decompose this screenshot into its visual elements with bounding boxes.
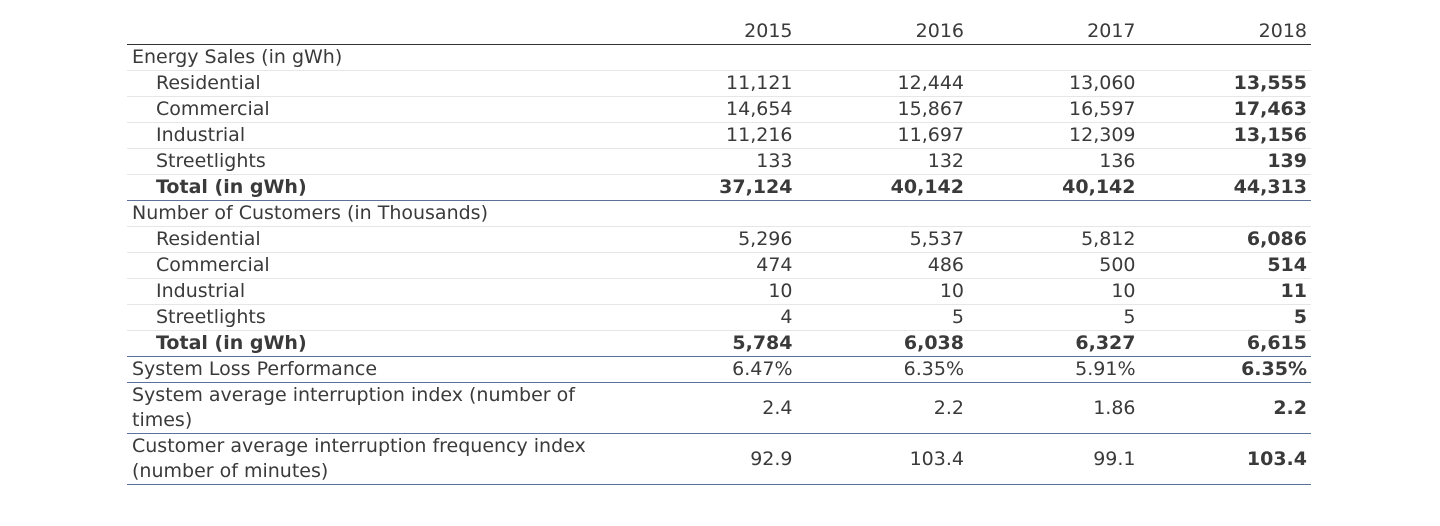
table-cell: 40,142 bbox=[968, 174, 1140, 201]
header-label-cell bbox=[127, 17, 625, 45]
table-row: Residential 11,121 12,444 13,060 13,555 bbox=[127, 70, 1311, 97]
table-cell: 15,867 bbox=[796, 96, 968, 123]
row-label: System Loss Performance bbox=[127, 356, 625, 383]
table-cell bbox=[1139, 200, 1311, 227]
table-cell: 5,537 bbox=[796, 226, 968, 253]
total-row-label: Total (in gWh) bbox=[127, 174, 625, 201]
table-cell bbox=[1139, 44, 1311, 71]
table-cell: 133 bbox=[625, 148, 797, 175]
table-cell bbox=[796, 44, 968, 71]
table-cell: 1.86 bbox=[968, 382, 1140, 434]
table-cell: 10 bbox=[625, 278, 797, 305]
energy-statistics-table-container: 2015 2016 2017 2018 Energy Sales (in gWh… bbox=[127, 17, 1311, 485]
energy-statistics-table: 2015 2016 2017 2018 Energy Sales (in gWh… bbox=[127, 17, 1311, 485]
header-year-2016: 2016 bbox=[796, 17, 968, 45]
header-year-2018: 2018 bbox=[1139, 17, 1311, 45]
table-cell: 6,038 bbox=[796, 330, 968, 357]
table-cell: 6,086 bbox=[1139, 226, 1311, 253]
header-row: 2015 2016 2017 2018 bbox=[127, 17, 1311, 45]
table-cell bbox=[625, 200, 797, 227]
row-label: Streetlights bbox=[127, 304, 625, 331]
section-heading-customers: Number of Customers (in Thousands) bbox=[127, 200, 625, 227]
table-cell: 12,309 bbox=[968, 122, 1140, 149]
table-cell bbox=[625, 44, 797, 71]
table-cell: 139 bbox=[1139, 148, 1311, 175]
table-cell: 4 bbox=[625, 304, 797, 331]
row-label: Commercial bbox=[127, 96, 625, 123]
table-row: System average interruption index (numbe… bbox=[127, 382, 1311, 434]
table-row: Streetlights 133 132 136 139 bbox=[127, 148, 1311, 175]
table-cell: 37,124 bbox=[625, 174, 797, 201]
table-cell: 5.91% bbox=[968, 356, 1140, 383]
table-cell: 13,555 bbox=[1139, 70, 1311, 97]
table-cell: 2.2 bbox=[796, 382, 968, 434]
row-label: Industrial bbox=[127, 122, 625, 149]
total-row: Total (in gWh) 37,124 40,142 40,142 44,3… bbox=[127, 174, 1311, 201]
table-cell: 103.4 bbox=[1139, 433, 1311, 485]
row-label: Customer average interruption frequency … bbox=[127, 433, 625, 485]
table-cell: 474 bbox=[625, 252, 797, 279]
table-cell: 17,463 bbox=[1139, 96, 1311, 123]
table-cell: 13,156 bbox=[1139, 122, 1311, 149]
table-cell: 6.47% bbox=[625, 356, 797, 383]
section-heading-energy-sales: Energy Sales (in gWh) bbox=[127, 44, 625, 71]
row-label: System average interruption index (numbe… bbox=[127, 382, 625, 434]
table-cell: 5,296 bbox=[625, 226, 797, 253]
row-label: Streetlights bbox=[127, 148, 625, 175]
table-cell: 12,444 bbox=[796, 70, 968, 97]
table-row: Commercial 14,654 15,867 16,597 17,463 bbox=[127, 96, 1311, 123]
table-row: Streetlights 4 5 5 5 bbox=[127, 304, 1311, 331]
table-cell: 11,697 bbox=[796, 122, 968, 149]
table-cell: 92.9 bbox=[625, 433, 797, 485]
table-cell: 10 bbox=[968, 278, 1140, 305]
table-cell: 5 bbox=[796, 304, 968, 331]
table-row: Industrial 10 10 10 11 bbox=[127, 278, 1311, 305]
table-cell bbox=[796, 200, 968, 227]
row-label: Residential bbox=[127, 226, 625, 253]
table-cell: 11 bbox=[1139, 278, 1311, 305]
table-cell: 13,060 bbox=[968, 70, 1140, 97]
total-row-label: Total (in gWh) bbox=[127, 330, 625, 357]
section-heading-row: Number of Customers (in Thousands) bbox=[127, 200, 1311, 227]
table-cell: 14,654 bbox=[625, 96, 797, 123]
table-cell: 6,327 bbox=[968, 330, 1140, 357]
table-cell: 500 bbox=[968, 252, 1140, 279]
table-cell: 99.1 bbox=[968, 433, 1140, 485]
table-cell: 5 bbox=[968, 304, 1140, 331]
row-label: Commercial bbox=[127, 252, 625, 279]
table-cell: 132 bbox=[796, 148, 968, 175]
table-row: Commercial 474 486 500 514 bbox=[127, 252, 1311, 279]
table-row: Residential 5,296 5,537 5,812 6,086 bbox=[127, 226, 1311, 253]
table-cell: 16,597 bbox=[968, 96, 1140, 123]
table-cell: 6.35% bbox=[1139, 356, 1311, 383]
table-cell: 5,784 bbox=[625, 330, 797, 357]
table-cell: 40,142 bbox=[796, 174, 968, 201]
row-label: Residential bbox=[127, 70, 625, 97]
table-cell bbox=[968, 44, 1140, 71]
table-row: Customer average interruption frequency … bbox=[127, 433, 1311, 485]
table-cell bbox=[968, 200, 1140, 227]
table-cell: 103.4 bbox=[796, 433, 968, 485]
table-cell: 2.4 bbox=[625, 382, 797, 434]
table-cell: 5,812 bbox=[968, 226, 1140, 253]
total-row: Total (in gWh) 5,784 6,038 6,327 6,615 bbox=[127, 330, 1311, 357]
table-cell: 136 bbox=[968, 148, 1140, 175]
table-cell: 11,121 bbox=[625, 70, 797, 97]
table-cell: 5 bbox=[1139, 304, 1311, 331]
table-cell: 44,313 bbox=[1139, 174, 1311, 201]
table-cell: 2.2 bbox=[1139, 382, 1311, 434]
table-cell: 10 bbox=[796, 278, 968, 305]
table-cell: 486 bbox=[796, 252, 968, 279]
table-cell: 11,216 bbox=[625, 122, 797, 149]
row-label: Industrial bbox=[127, 278, 625, 305]
table-cell: 6,615 bbox=[1139, 330, 1311, 357]
table-cell: 514 bbox=[1139, 252, 1311, 279]
table-cell: 6.35% bbox=[796, 356, 968, 383]
header-year-2017: 2017 bbox=[968, 17, 1140, 45]
header-year-2015: 2015 bbox=[625, 17, 797, 45]
table-row: Industrial 11,216 11,697 12,309 13,156 bbox=[127, 122, 1311, 149]
section-heading-row: Energy Sales (in gWh) bbox=[127, 44, 1311, 71]
table-row: System Loss Performance 6.47% 6.35% 5.91… bbox=[127, 356, 1311, 383]
